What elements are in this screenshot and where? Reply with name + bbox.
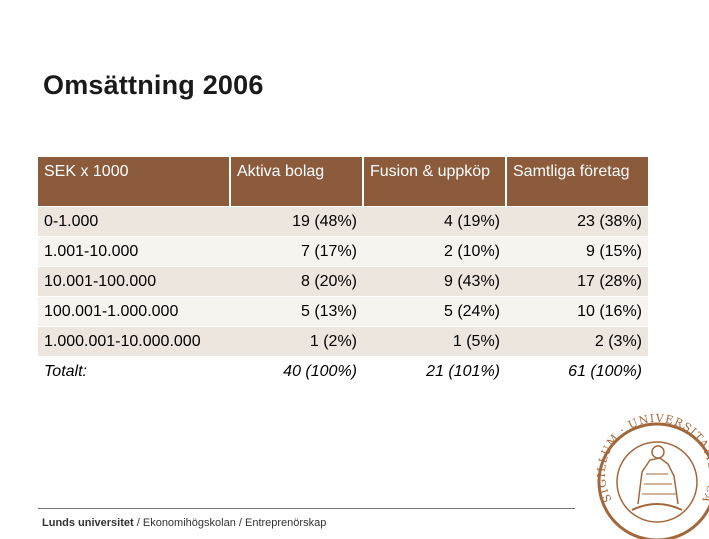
cell-fusion: 1 (5%) — [363, 326, 506, 357]
cell-aktiva: 5 (13%) — [230, 296, 363, 327]
cell-samtliga: 23 (38%) — [506, 206, 648, 237]
revenue-table: SEK x 1000 Aktiva bolag Fusion & uppköp … — [38, 157, 648, 386]
header-samtliga-foretag: Samtliga företag — [506, 157, 648, 207]
table-row: 1.000.001-10.000.000 1 (2%) 1 (5%) 2 (3%… — [38, 326, 648, 357]
university-seal-icon: SIGILLUM · UNIVERSITATIS · CAROLINAE · L… — [594, 412, 709, 539]
footer-separator: / — [235, 517, 245, 529]
footer: Lunds universitet / Ekonomihögskolan / E… — [42, 517, 326, 529]
row-label: 0-1.000 — [38, 206, 230, 237]
table-total-row: Totalt: 40 (100%) 21 (101%) 61 (100%) — [38, 356, 648, 386]
total-label: Totalt: — [38, 356, 230, 386]
header-aktiva-bolag: Aktiva bolag — [230, 157, 364, 207]
header-fusion-uppkop: Fusion & uppköp — [363, 157, 507, 207]
cell-samtliga: 9 (15%) — [506, 236, 648, 267]
seal-text: SIGILLUM · UNIVERSITATIS · CAROLINAE · L… — [594, 412, 709, 506]
cell-aktiva: 7 (17%) — [230, 236, 363, 267]
cell-fusion: 2 (10%) — [363, 236, 506, 267]
cell-aktiva: 8 (20%) — [230, 266, 363, 297]
footer-separator: / — [133, 517, 143, 529]
footer-divider — [38, 508, 575, 509]
table-row: 10.001-100.000 8 (20%) 9 (43%) 17 (28%) — [38, 266, 648, 297]
cell-fusion: 4 (19%) — [363, 206, 506, 237]
cell-fusion: 5 (24%) — [363, 296, 506, 327]
table-header-row: SEK x 1000 Aktiva bolag Fusion & uppköp … — [38, 157, 648, 207]
total-aktiva: 40 (100%) — [230, 356, 363, 386]
footer-department: Entreprenörskap — [244, 517, 327, 529]
table-row: 0-1.000 19 (48%) 4 (19%) 23 (38%) — [38, 206, 648, 237]
header-sek: SEK x 1000 — [38, 157, 231, 207]
row-label: 10.001-100.000 — [38, 266, 230, 297]
row-label: 1.000.001-10.000.000 — [38, 326, 230, 357]
row-label: 100.001-1.000.000 — [38, 296, 230, 327]
cell-samtliga: 2 (3%) — [506, 326, 648, 357]
cell-samtliga: 17 (28%) — [506, 266, 648, 297]
row-label: 1.001-10.000 — [38, 236, 230, 267]
svg-text:SIGILLUM · UNIVERSITATIS · CAR: SIGILLUM · UNIVERSITATIS · CAROLINAE · L… — [594, 412, 709, 506]
total-samtliga: 61 (100%) — [506, 356, 648, 386]
footer-school: Ekonomihögskolan — [142, 517, 236, 529]
cell-samtliga: 10 (16%) — [506, 296, 648, 327]
table-row: 1.001-10.000 7 (17%) 2 (10%) 9 (15%) — [38, 236, 648, 267]
total-fusion: 21 (101%) — [363, 356, 506, 386]
footer-university: Lunds universitet — [42, 517, 134, 529]
table-row: 100.001-1.000.000 5 (13%) 5 (24%) 10 (16… — [38, 296, 648, 327]
cell-fusion: 9 (43%) — [363, 266, 506, 297]
cell-aktiva: 1 (2%) — [230, 326, 363, 357]
page-title: Omsättning 2006 — [43, 70, 264, 100]
cell-aktiva: 19 (48%) — [230, 206, 363, 237]
